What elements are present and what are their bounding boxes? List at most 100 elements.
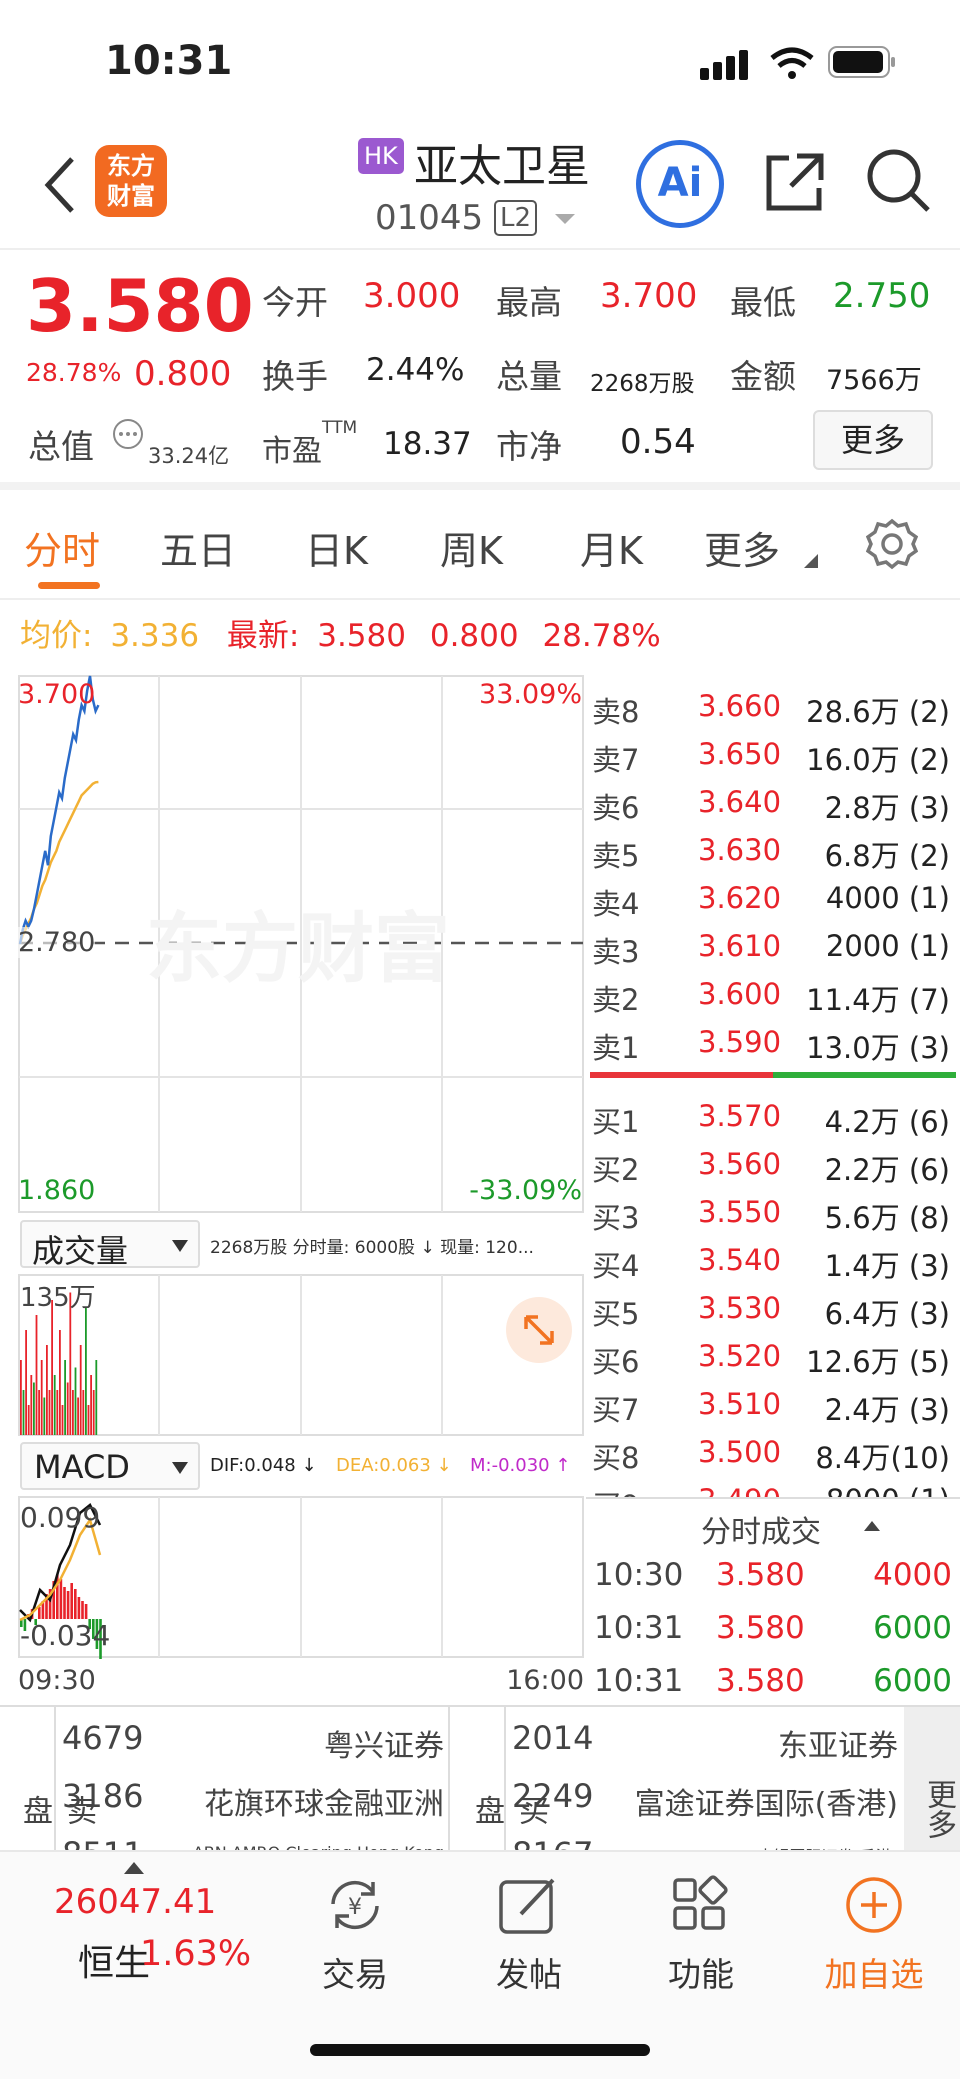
broker-row[interactable]: 2014 东亚证券 (510, 1719, 902, 1771)
ask-row[interactable]: 卖5 3.630 6.8万 (2) (586, 827, 960, 875)
index-name: 恒生 (78, 1943, 151, 1984)
volume-bar (33, 1382, 35, 1435)
search-icon[interactable] (866, 148, 932, 214)
broker-row[interactable]: 3186 花旗环球金融亚洲 (60, 1777, 448, 1829)
ask-row[interactable]: 卖8 3.660 28.6万 (2) (586, 683, 960, 731)
buy-queue-tab[interactable]: 买盘 (452, 1707, 548, 1850)
tab-month-k[interactable]: 月K (580, 529, 643, 573)
volume-bar (74, 1367, 77, 1435)
bid-volume: 12.6万 (5) (806, 1345, 950, 1379)
trade-button[interactable]: ¥ 交易 (300, 1874, 410, 1996)
vol-max-label: 135万 (20, 1283, 96, 1313)
volume-bar (53, 1375, 56, 1435)
volume-bar (27, 1405, 30, 1435)
latest-value: 3.580 (317, 618, 406, 654)
tab-day-k[interactable]: 日K (305, 529, 368, 573)
trade-volume: 6000 (873, 1663, 952, 1699)
macd-bar (56, 1574, 59, 1619)
ask-price: 3.590 (698, 1025, 782, 1059)
volume-bars (20, 1292, 98, 1435)
ask-row[interactable]: 卖7 3.650 16.0万 (2) (586, 731, 960, 779)
ask-price: 3.630 (698, 833, 782, 867)
macd-bar (99, 1619, 102, 1659)
index-pct: 1.63% (140, 1934, 252, 1974)
bid-row[interactable]: 买6 3.520 12.6万 (5) (586, 1333, 960, 1381)
level-badge[interactable]: L2 (494, 200, 538, 236)
bid-row[interactable]: 买4 3.540 1.4万 (3) (586, 1237, 960, 1285)
home-indicator (310, 2044, 650, 2056)
avg-value: 3.336 (110, 618, 200, 654)
macd-bar (88, 1619, 91, 1629)
ask-level: 卖5 (592, 839, 640, 873)
ask-level: 卖6 (592, 791, 640, 825)
sell-queue-tab[interactable]: 卖盘 (0, 1707, 96, 1850)
ask-row[interactable]: 卖6 3.640 2.8万 (3) (586, 779, 960, 827)
expand-button[interactable] (506, 1297, 572, 1363)
buy-broker-list: 2014 东亚证券 2249 富途证券国际(香港) 8167 中银国际证券(香港) (510, 1707, 902, 1850)
bid-row[interactable]: 买5 3.530 6.4万 (3) (586, 1285, 960, 1333)
chevron-down-icon[interactable] (553, 212, 577, 226)
volume-bar (79, 1345, 82, 1435)
tab-more[interactable]: 更多 (704, 529, 781, 573)
ask-price: 3.620 (698, 881, 782, 915)
tick-trades[interactable]: 分时成交 10:30 3.580 4000 10:31 3.580 6000 10:31 3.… (586, 1497, 960, 1699)
watermark: 东方财富 (146, 904, 450, 993)
index-widget[interactable]: 26047.41 恒生 1.63% (52, 1882, 252, 1992)
broker-row[interactable]: 8511 ABN AMRO Clearing Hong Kong (60, 1835, 448, 1850)
trade-time: 10:31 (594, 1610, 684, 1646)
vol-indicator-selector[interactable]: 成交量 (20, 1220, 200, 1270)
bid-row[interactable]: 买2 3.560 2.2万 (6) (586, 1141, 960, 1189)
more-button[interactable]: 更多 (813, 410, 933, 470)
bid-level: 买6 (592, 1345, 640, 1379)
sell-queue-label: 卖盘 (17, 1795, 96, 1825)
ask-level: 卖2 (592, 983, 640, 1017)
broker-row[interactable]: 8167 中银国际证券(香港) (510, 1835, 902, 1850)
bid-row[interactable]: 买3 3.550 5.6万 (8) (586, 1189, 960, 1237)
macd-bar (77, 1597, 81, 1619)
y-mid-label: 2.780 (18, 927, 96, 958)
bid-row[interactable]: 买8 3.500 8.4万(10) (586, 1429, 960, 1477)
more-dots-icon[interactable] (112, 418, 144, 450)
ask-level: 卖3 (592, 935, 640, 969)
volume-bar (61, 1405, 64, 1435)
latest-change: 0.800 (429, 618, 519, 654)
function-button[interactable]: 功能 (646, 1874, 756, 1996)
broker-more-button[interactable]: 更多 (904, 1707, 960, 1850)
add-watchlist-button[interactable]: 加自选 (814, 1874, 934, 1996)
volume-bar (66, 1382, 69, 1435)
tab-five-day[interactable]: 五日 (160, 529, 237, 573)
volume-bar (46, 1345, 48, 1435)
ask-row[interactable]: 卖2 3.600 11.4万 (7) (586, 971, 960, 1019)
chart-svg: 东方财富 (18, 675, 584, 1659)
macd-bar (38, 1607, 41, 1619)
trade-label: 交易 (322, 1955, 388, 1994)
share-icon[interactable] (763, 150, 827, 214)
macd-indicator-selector[interactable]: MACD (20, 1442, 200, 1490)
tab-intraday[interactable]: 分时 (24, 529, 101, 573)
ask-row[interactable]: 卖4 3.620 4000 (1) (586, 875, 960, 923)
bid-level: 买1 (592, 1105, 640, 1139)
bid-row[interactable]: 买7 3.510 2.4万 (3) (586, 1381, 960, 1429)
index-value: 26047.41 (54, 1882, 217, 1922)
post-button[interactable]: 发帖 (474, 1874, 584, 1996)
back-icon[interactable] (40, 155, 80, 215)
macd-bar (45, 1594, 48, 1619)
bid-row[interactable]: 买1 3.570 4.2万 (6) (586, 1093, 960, 1141)
ask-row[interactable]: 卖3 3.610 2000 (1) (586, 923, 960, 971)
intraday-chart[interactable]: 东方财富 3.700 33.09% 2.780 1.860 -33.09% 成交… (18, 675, 584, 1698)
tab-week-k[interactable]: 周K (440, 529, 503, 573)
ask-level: 卖4 (592, 887, 640, 921)
gear-icon[interactable] (866, 518, 918, 570)
ai-button[interactable]: Ai (636, 140, 724, 228)
trade-price: 3.580 (716, 1557, 805, 1593)
broker-row[interactable]: 2249 富途证券国际(香港) (510, 1777, 902, 1829)
broker-row[interactable]: 4679 粤兴证券 (60, 1719, 448, 1771)
low-value: 2.750 (833, 276, 931, 316)
macd-bar (81, 1601, 84, 1619)
macd-bar (70, 1583, 73, 1619)
volume-bar (90, 1375, 92, 1435)
broker-id: 3186 (62, 1777, 144, 1815)
ask-volume: 28.6万 (2) (806, 695, 950, 729)
ask-row[interactable]: 卖1 3.590 13.0万 (3) (586, 1019, 960, 1067)
tab-underline (38, 582, 100, 589)
